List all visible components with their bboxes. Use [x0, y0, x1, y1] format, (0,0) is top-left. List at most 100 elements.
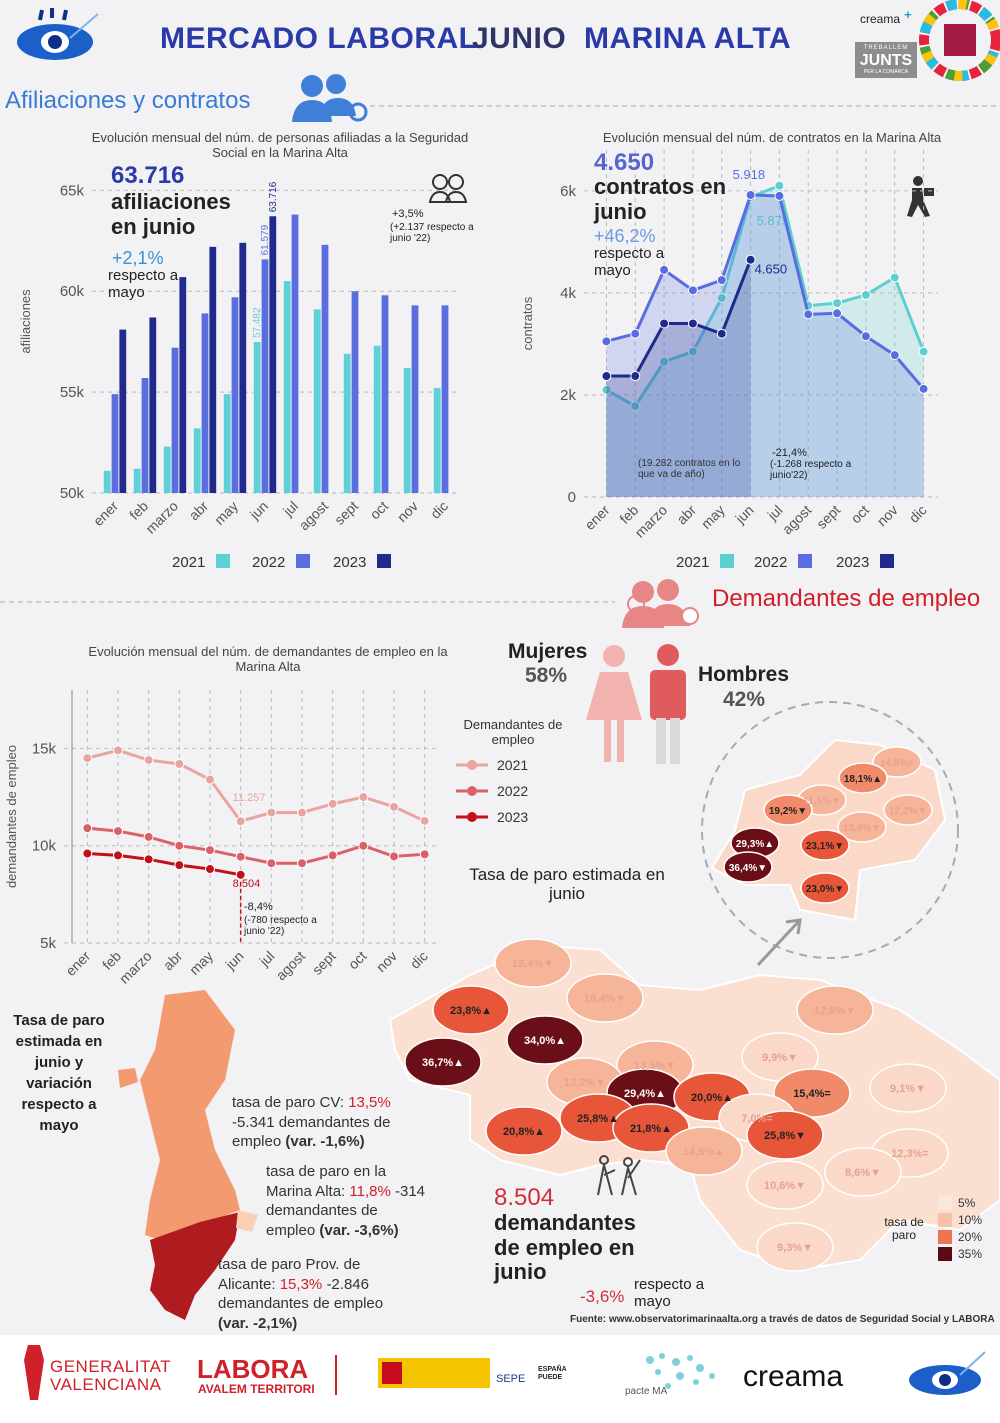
scale-title: tasa de paro	[884, 1215, 924, 1243]
bar	[201, 313, 209, 493]
rate-detail: -314 demandantes de empleo	[266, 1182, 426, 1239]
map-label: 15,4%=	[793, 1088, 831, 1100]
value-label: 61.579	[260, 224, 271, 255]
bar	[133, 468, 141, 493]
comarca-map	[388, 738, 1000, 1272]
valencia-map	[118, 990, 258, 1320]
area	[606, 259, 751, 497]
municipality	[838, 762, 888, 794]
point	[630, 401, 641, 412]
rate-variation: (var. -2,1%)	[218, 1314, 298, 1332]
point	[297, 807, 307, 818]
x-tick-label: sept	[331, 498, 361, 528]
map-label: 10,6%▼	[764, 1180, 806, 1192]
x-tick-label: agost	[296, 498, 332, 534]
value-label: 8.504	[233, 878, 261, 890]
gva-logo: GENERALITAT	[50, 1357, 172, 1376]
map-label: 16,4%▼	[584, 993, 626, 1005]
point	[803, 309, 814, 320]
legend-label: 2021	[172, 554, 205, 571]
bar	[321, 244, 329, 493]
source: Fuente: www.observatorimarinaalta.org a …	[570, 1314, 995, 1325]
bar	[163, 446, 171, 493]
map-label: 8,6%▼	[845, 1167, 881, 1179]
municipality	[763, 794, 813, 826]
point	[82, 823, 93, 834]
junts-logo	[855, 42, 917, 78]
scale-swatch	[938, 1247, 952, 1261]
title-part: MERCADO LABORAL	[160, 22, 478, 55]
x-tick-label: may	[211, 498, 241, 528]
point	[143, 854, 154, 865]
y-tick-label: 15k	[32, 740, 57, 757]
y-axis-label: contratos	[520, 296, 535, 350]
map-label: 21,8%▲	[630, 1123, 672, 1135]
municipality	[756, 1222, 834, 1272]
scale-label: 35%	[958, 1247, 982, 1261]
users-icon	[428, 174, 468, 203]
chart-title: Evolución mensual del núm. de demandante…	[88, 644, 448, 674]
bar	[111, 394, 119, 493]
municipality	[506, 1015, 584, 1065]
summary-change: -3,6%	[580, 1287, 625, 1306]
municipality	[432, 985, 510, 1035]
municipality	[494, 938, 572, 988]
bar	[239, 242, 247, 493]
point	[659, 318, 670, 329]
x-tick-label: ener	[581, 502, 612, 533]
point	[659, 264, 670, 275]
annotation: +3,5%	[392, 208, 424, 220]
annotation: respecto a mayo	[594, 245, 665, 279]
point	[389, 851, 399, 862]
bar	[403, 367, 411, 493]
legend-swatch	[798, 554, 812, 568]
annotation: (-780 respecto a junio '22)	[244, 915, 317, 938]
map-label: 25,8%▲	[577, 1113, 619, 1125]
area	[606, 195, 924, 497]
point	[687, 285, 698, 296]
summary-number: 8.504	[494, 1184, 555, 1211]
scale-label: 10%	[958, 1213, 982, 1227]
x-tick-label: oct	[848, 502, 873, 527]
map-label: 23,0%▼	[806, 884, 844, 895]
value-label: 63.716	[268, 181, 279, 212]
point	[687, 346, 698, 357]
x-tick-label: oct	[345, 948, 370, 973]
bar	[291, 214, 299, 494]
annotation: (19.282 contratos en lo que va de año)	[638, 458, 741, 481]
point	[601, 384, 612, 395]
map-label: 23,1%▼	[806, 841, 844, 852]
espana-logo: ESPAÑA PUEDE	[538, 1366, 567, 1381]
summary-text: demandantes de empleo en junio	[494, 1210, 636, 1285]
scale-swatch	[938, 1230, 952, 1244]
junts-top: TREBALLEM	[863, 45, 909, 51]
x-tick-label: jul	[256, 948, 278, 970]
gobierno-shield	[382, 1362, 402, 1384]
x-tick-label: marzo	[142, 498, 181, 537]
value-label: 11.257	[233, 792, 266, 804]
map-label: 14,5%▲	[683, 1146, 725, 1158]
map-label: 12,4%▼	[512, 958, 554, 970]
inset-arrow	[756, 918, 802, 967]
bar	[171, 347, 179, 493]
rate-label: tasa de paro CV:	[232, 1094, 345, 1111]
line	[87, 826, 425, 865]
point	[205, 774, 215, 785]
x-tick-label: sept	[813, 502, 843, 532]
bar	[223, 394, 231, 493]
y-tick-label: 50k	[60, 485, 85, 502]
point	[358, 792, 369, 803]
gva-shield	[24, 1345, 44, 1400]
map-label: 9,1%▼	[890, 1083, 926, 1095]
point	[889, 350, 900, 361]
bar	[411, 305, 419, 493]
bar	[373, 345, 381, 493]
municipality	[869, 1063, 947, 1113]
point	[174, 758, 185, 769]
x-tick-label: jul	[279, 498, 301, 520]
regional-title: Tasa de paro estimada en junio y variaci…	[13, 1012, 105, 1134]
bar	[119, 329, 127, 493]
y-axis-label: demandantes de empleo	[4, 745, 19, 888]
line	[606, 193, 925, 390]
